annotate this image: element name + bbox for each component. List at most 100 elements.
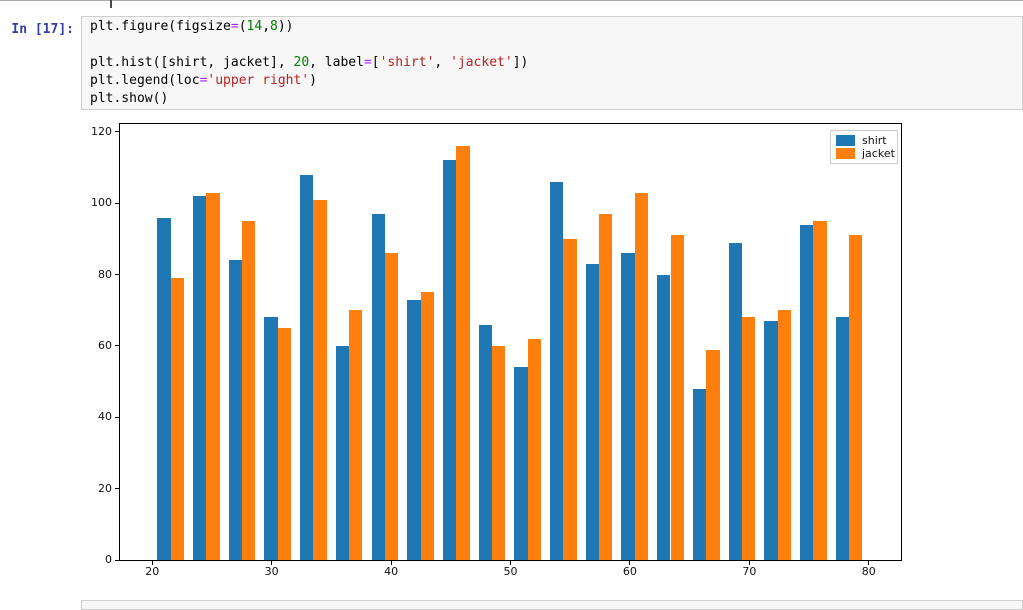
- code-token: =: [230, 19, 239, 34]
- hist-bar-shirt: [764, 320, 778, 560]
- code-token: 8: [270, 19, 278, 34]
- text-cursor: [110, 0, 112, 8]
- code-token: ,: [434, 55, 451, 70]
- hist-bar-jacket: [599, 213, 613, 560]
- legend-item-shirt: shirt: [836, 134, 892, 147]
- x-tick-label: 20: [145, 565, 160, 578]
- hist-bar-shirt: [407, 299, 421, 560]
- hist-bar-shirt: [264, 317, 278, 560]
- hist-bar-jacket: [849, 235, 863, 560]
- x-tick-label: 50: [503, 565, 518, 578]
- y-tick-mark: [115, 488, 119, 490]
- hist-bar-jacket: [634, 192, 649, 560]
- hist-bar-shirt: [550, 181, 564, 560]
- hist-bar-jacket: [706, 349, 720, 560]
- hist-bar-shirt: [621, 253, 635, 560]
- hist-bar-jacket: [563, 238, 577, 560]
- y-tick-label: 60: [98, 338, 112, 352]
- legend-swatch-shirt: [836, 135, 855, 146]
- y-tick-mark: [115, 416, 119, 418]
- x-tick-mark: [629, 561, 631, 565]
- code-token: , label: [309, 55, 364, 70]
- x-tick-label: 60: [622, 565, 637, 578]
- hist-bar-jacket: [242, 221, 256, 560]
- x-tick-mark: [868, 561, 870, 565]
- cell-execution-prompt: In [17]:: [11, 22, 74, 37]
- hist-bar-jacket: [492, 345, 506, 560]
- code-token: plt.hist([shirt, jacket],: [90, 55, 294, 70]
- y-tick-label: 80: [98, 267, 112, 281]
- hist-bar-jacket: [420, 292, 434, 560]
- code-area[interactable]: plt.figure(figsize=(14,8)) plt.hist([shi…: [82, 17, 1022, 108]
- hist-bar-jacket: [527, 338, 542, 560]
- x-tick-label: 70: [742, 565, 757, 578]
- hist-bar-jacket: [813, 221, 827, 560]
- code-token: plt.show(): [90, 91, 169, 106]
- x-tick-mark: [390, 561, 392, 565]
- x-tick-label: 80: [861, 565, 876, 578]
- code-cell-input[interactable]: plt.figure(figsize=(14,8)) plt.hist([shi…: [81, 16, 1023, 110]
- hist-bar-shirt: [157, 217, 171, 560]
- y-tick-mark: [115, 131, 119, 133]
- y-tick-label: 40: [98, 410, 112, 424]
- code-token: ]): [512, 55, 529, 70]
- code-line: plt.show(): [90, 90, 1022, 108]
- y-tick-label: 120: [91, 124, 112, 138]
- hist-bar-jacket: [384, 253, 399, 560]
- hist-bar-shirt: [228, 260, 243, 560]
- x-tick-mark: [748, 561, 750, 565]
- hist-bar-shirt: [371, 213, 385, 560]
- y-tick-label: 0: [105, 553, 112, 566]
- code-token: ,: [262, 19, 271, 34]
- code-token: =: [199, 73, 208, 88]
- code-token: ): [309, 73, 317, 88]
- hist-bar-shirt: [835, 317, 850, 560]
- code-token: )): [277, 19, 294, 34]
- code-token: 14: [246, 19, 263, 34]
- code-line: plt.figure(figsize=(14,8)): [90, 18, 1022, 36]
- hist-bar-shirt: [335, 345, 350, 560]
- hist-bar-shirt: [657, 274, 671, 560]
- legend-label-shirt: shirt: [862, 134, 887, 147]
- hist-bar-jacket: [313, 199, 327, 560]
- y-tick-mark: [115, 202, 119, 204]
- y-tick-mark: [115, 274, 119, 276]
- legend-swatch-jacket: [836, 148, 855, 159]
- hist-bar-jacket: [206, 192, 220, 560]
- code-token: plt.legend(loc: [90, 73, 200, 88]
- hist-bar-shirt: [478, 324, 492, 560]
- hist-bar-jacket: [741, 317, 756, 560]
- legend-item-jacket: jacket: [836, 147, 895, 160]
- hist-bar-jacket: [349, 310, 363, 560]
- code-token: plt.figure(figsize: [90, 19, 231, 34]
- y-tick-mark: [115, 345, 119, 347]
- legend-label-jacket: jacket: [862, 147, 895, 160]
- code-token: 'jacket': [450, 55, 513, 70]
- hist-bar-jacket: [456, 146, 470, 560]
- hist-bar-shirt: [585, 263, 600, 560]
- hist-bar-shirt: [728, 242, 742, 560]
- x-tick-mark: [510, 561, 511, 565]
- code-line: plt.legend(loc='upper right'): [90, 72, 1022, 90]
- code-line: plt.hist([shirt, jacket], 20, label=['sh…: [90, 54, 1022, 72]
- code-token: (: [238, 19, 247, 34]
- hist-bar-shirt: [300, 174, 314, 560]
- x-tick-mark: [151, 561, 153, 565]
- hist-bar-jacket: [670, 235, 684, 560]
- code-token: 'upper right': [207, 73, 310, 88]
- y-tick-mark: [115, 559, 119, 561]
- code-token: 20: [293, 55, 310, 70]
- code-token: =: [363, 55, 372, 70]
- hist-bar-shirt: [514, 367, 528, 560]
- cell-divider-line: [0, 0, 1023, 1]
- x-tick-label: 30: [264, 565, 279, 578]
- chart-legend: shirt jacket: [830, 130, 898, 164]
- x-tick-label: 40: [384, 565, 399, 578]
- hist-bar-shirt: [692, 388, 707, 560]
- code-token: 'shirt': [379, 55, 435, 70]
- x-tick-mark: [271, 561, 273, 565]
- hist-bar-jacket: [277, 328, 292, 560]
- y-tick-label: 100: [91, 196, 112, 210]
- hist-bar-shirt: [193, 196, 207, 560]
